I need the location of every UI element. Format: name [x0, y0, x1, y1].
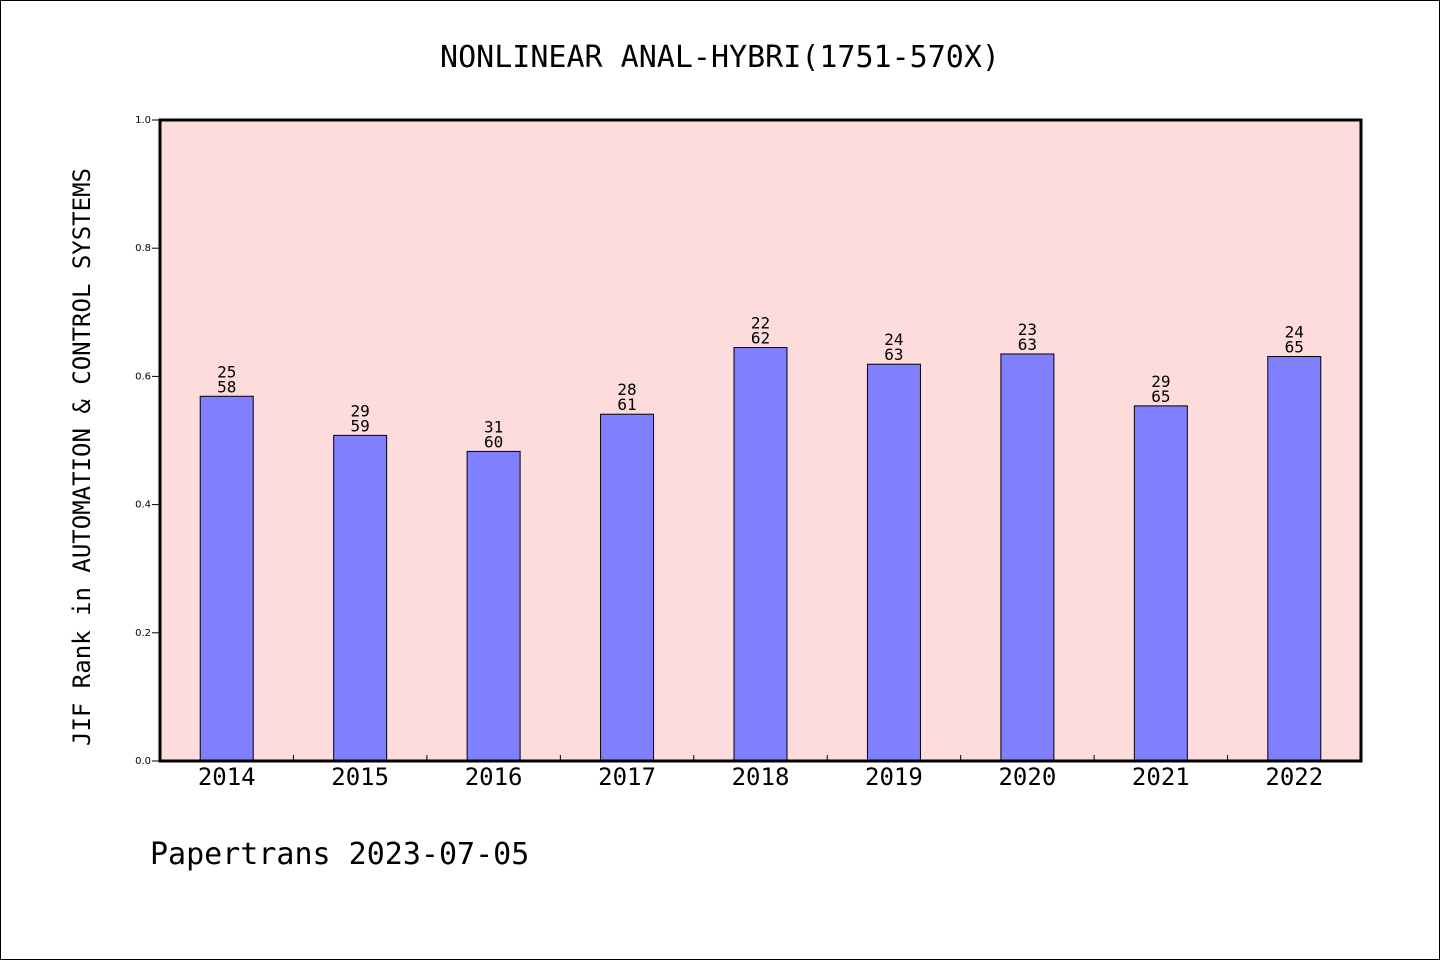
bar-label-rank: 23 — [1018, 320, 1037, 339]
bar — [466, 450, 521, 762]
y-axis-label: JIF Rank in AUTOMATION & CONTROL SYSTEMS — [68, 168, 96, 746]
plot-border — [158, 118, 1363, 763]
x-tick-label: 2018 — [732, 763, 790, 791]
bar-label-rank: 22 — [751, 314, 770, 333]
bar-label-rank: 24 — [884, 330, 903, 349]
bar-label-rank: 24 — [1285, 323, 1304, 342]
bar — [866, 363, 921, 762]
bar-label-rank: 28 — [617, 380, 636, 399]
bar-label-total: 65 — [1151, 387, 1170, 406]
bar-label-rank: 29 — [351, 401, 370, 420]
x-tick-label: 2020 — [998, 763, 1056, 791]
bar — [1133, 405, 1188, 762]
bar-label-total: 65 — [1285, 338, 1304, 357]
x-tick-label: 2022 — [1265, 763, 1323, 791]
bar-label-total: 58 — [217, 377, 236, 396]
y-tick-label: 1.0 — [135, 115, 151, 126]
x-tick-label: 2019 — [865, 763, 923, 791]
x-tick-label: 2015 — [331, 763, 389, 791]
bar-label-total: 59 — [351, 416, 370, 435]
y-tick-label: 0.6 — [135, 371, 151, 382]
x-tick-label: 2016 — [465, 763, 523, 791]
bar-label-total: 60 — [484, 432, 503, 451]
y-tick-label: 0.4 — [135, 500, 151, 511]
bar — [733, 347, 788, 762]
bar-label-rank: 25 — [217, 362, 236, 381]
x-tick-label: 2014 — [198, 763, 256, 791]
bar-label-total: 61 — [617, 395, 636, 414]
x-tick-label: 2017 — [598, 763, 656, 791]
bar — [1267, 356, 1322, 762]
x-tick-label: 2021 — [1132, 763, 1190, 791]
bar-label-total: 62 — [751, 329, 770, 348]
y-axis: 0.0 0.2 0.4 0.6 0.8 1.0 — [135, 115, 160, 767]
bar — [1000, 353, 1055, 762]
bar-label-rank: 29 — [1151, 372, 1170, 391]
bar-label-rank: 31 — [484, 417, 503, 436]
bar-label-total: 63 — [1018, 335, 1037, 354]
bar — [333, 434, 388, 762]
chart-title: NONLINEAR ANAL-HYBRI(1751-570X) — [440, 40, 1000, 75]
bar — [199, 395, 254, 762]
y-tick-label: 0.8 — [135, 243, 151, 254]
y-tick-label: 0.2 — [135, 628, 151, 639]
bar — [600, 413, 655, 762]
footer-text: Papertrans 2023-07-05 — [150, 837, 529, 872]
y-tick-label: 0.0 — [135, 756, 151, 767]
x-axis: 2014 2015 2016 2017 2018 2019 2020 2021 2022 — [198, 755, 1323, 791]
bar-label-total: 63 — [884, 345, 903, 364]
